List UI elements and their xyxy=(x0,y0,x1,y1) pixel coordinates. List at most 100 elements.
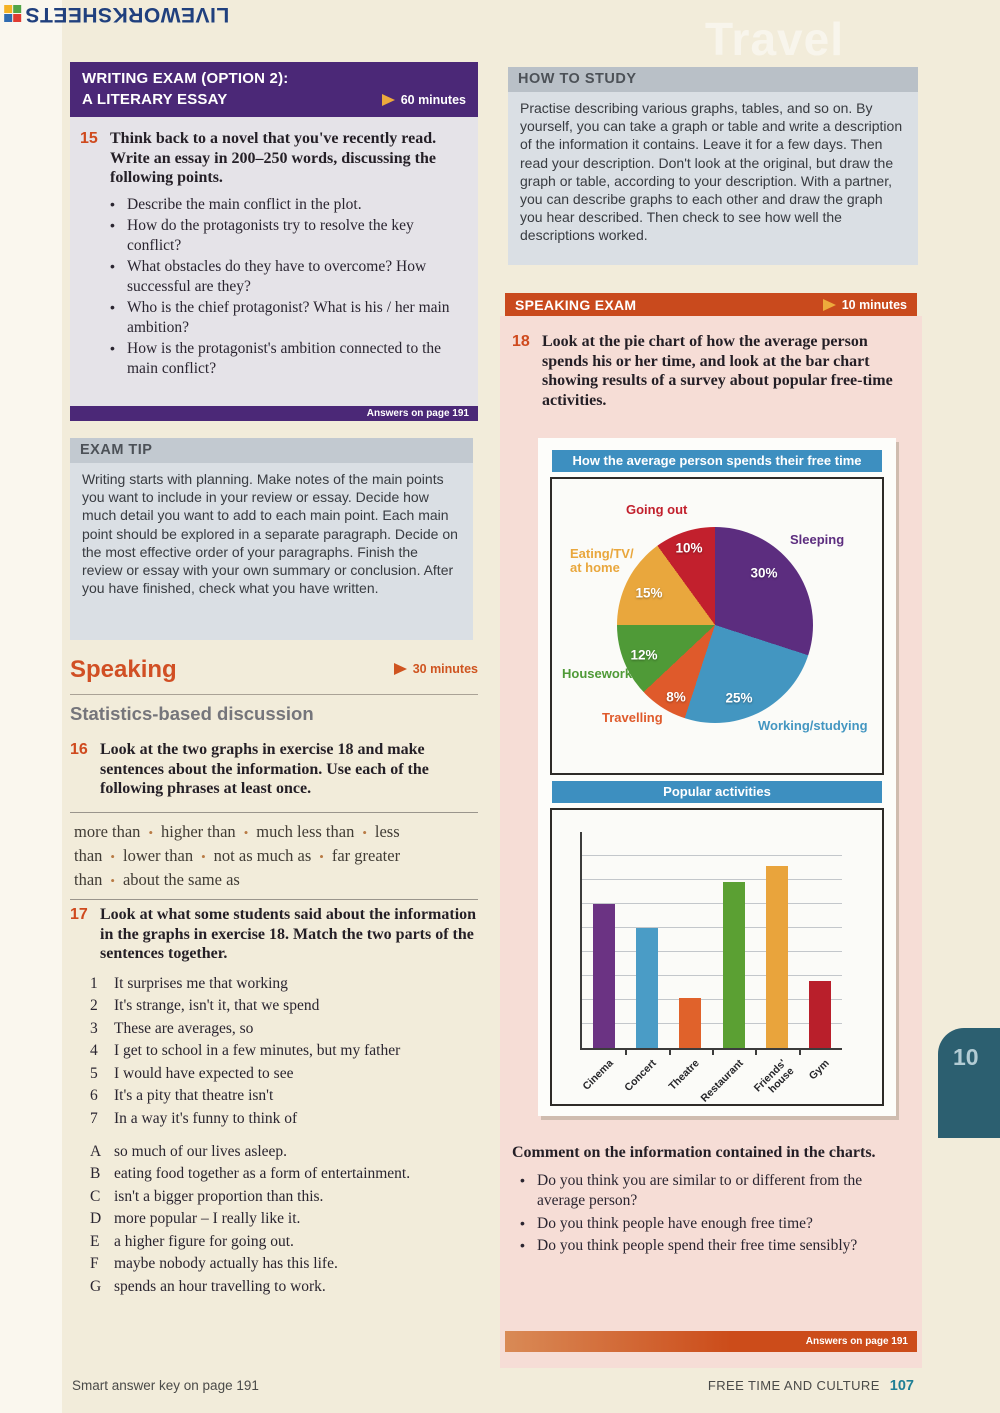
match-key: 6 xyxy=(90,1087,98,1104)
bar-chart-title: Popular activities xyxy=(552,781,882,803)
list-item: • What obstacles do they have to overcome… xyxy=(110,257,466,296)
bar-plot-area xyxy=(580,832,842,1055)
sentence-starts-list: 1 It surprises me that working 2 It's stran… xyxy=(70,974,482,1129)
match-item: 2 It's strange, isn't it, that we spend xyxy=(70,996,482,1016)
footer-answer-key-note: Smart answer key on page 191 xyxy=(72,1378,259,1393)
footer-section-title: FREE TIME AND CULTURE xyxy=(707,1378,880,1393)
ghost-unit-title: Travel xyxy=(705,13,844,65)
list-item: • How do the protagonists try to resolve … xyxy=(110,216,466,255)
match-item: 5 I would have expected to see xyxy=(70,1064,482,1084)
match-key: 2 xyxy=(90,997,98,1014)
exercise-number: 17 xyxy=(70,906,88,923)
separator-icon: • xyxy=(319,849,324,864)
gridline xyxy=(582,879,842,880)
how-to-study-title: HOW TO STUDY xyxy=(508,67,918,92)
match-text: It's strange, isn't it, that we spend xyxy=(114,997,320,1014)
match-item: 4 I get to school in a few minutes, but m… xyxy=(70,1041,482,1061)
pie-slice-value: 12% xyxy=(630,647,658,663)
duration-label: 10 minutes xyxy=(841,297,907,312)
phrase: much less than xyxy=(256,822,355,841)
duration-badge: 30 minutes xyxy=(393,662,478,676)
match-item: 6 It's a pity that theatre isn't xyxy=(70,1086,482,1106)
pie-slice-value: 15% xyxy=(635,585,663,601)
match-text: It surprises me that working xyxy=(114,974,288,992)
exercise-number: 15 xyxy=(80,130,98,147)
axis-tick xyxy=(755,1050,758,1055)
match-text: so much of our lives asleep. xyxy=(114,1142,288,1160)
match-key: 1 xyxy=(90,974,98,992)
page-number: 107 xyxy=(889,1378,914,1394)
match-text: I would have expected to see xyxy=(114,1064,294,1082)
arrow-right-icon xyxy=(381,93,395,106)
speaking-exam-title: SPEAKING EXAM xyxy=(515,296,637,313)
bullet-text: How do the protagonists try to resolve t… xyxy=(127,217,414,254)
comment-bullet-list: • Do you think you are similar to or diff… xyxy=(520,1171,914,1257)
category-label: Theatre xyxy=(666,1057,703,1093)
pie-slice-label: Eating/TV/ at home xyxy=(570,546,634,575)
speaking-subtitle: Statistics-based discussion xyxy=(70,703,314,724)
logo-square-yellow xyxy=(4,5,12,14)
speaking-section-header: Speaking 30 minutes xyxy=(70,656,478,695)
match-text: a higher figure for going out. xyxy=(114,1232,294,1250)
exercise-instruction: Look at what some students said about th… xyxy=(100,906,477,962)
separator-icon: • xyxy=(110,873,115,888)
exercise-number: 18 xyxy=(512,333,530,350)
gridline xyxy=(582,927,842,928)
category-label: Gym xyxy=(807,1057,833,1083)
match-text: In a way it's funny to think of xyxy=(114,1109,298,1127)
axis-tick xyxy=(798,1050,801,1055)
how-to-study-box: HOW TO STUDY Practise describing various… xyxy=(508,67,918,265)
gridline xyxy=(582,855,842,856)
pie-slice-value: 30% xyxy=(750,565,778,581)
writing-exam-header: WRITING EXAM (OPTION 2): A LITERARY ESSA… xyxy=(70,62,478,117)
exam-tip-box: EXAM TIP Writing starts with planning. M… xyxy=(70,438,473,640)
charts-panel: How the average person spends their free… xyxy=(538,438,896,1116)
exam-tip-title: EXAM TIP xyxy=(70,438,473,463)
match-text: isn't a bigger proportion than this. xyxy=(114,1187,324,1205)
writing-exam-title-line1: WRITING EXAM (OPTION 2): xyxy=(82,70,289,87)
pie-slice-label: Working/studying xyxy=(758,718,868,733)
bar xyxy=(636,928,658,1048)
match-text: maybe nobody actually has this life. xyxy=(114,1255,338,1272)
bullet-text: What obstacles do they have to overcome?… xyxy=(127,258,427,295)
exercise-number: 16 xyxy=(70,741,88,758)
match-key: E xyxy=(90,1232,100,1250)
phrase-list-box: more than • higher than • much less than • les… xyxy=(70,812,478,900)
list-item: • Do you think people spend their free ti… xyxy=(520,1236,914,1257)
bullet-icon: • xyxy=(110,195,115,212)
pie-slice-label: Sleeping xyxy=(790,532,845,547)
liveworksheets-logo-icon xyxy=(4,5,21,23)
bullet-icon: • xyxy=(110,299,115,315)
category-label: Concert xyxy=(622,1057,659,1094)
exercise-instruction: Look at the pie chart of how the average… xyxy=(542,333,893,409)
bullet-icon: • xyxy=(520,1171,525,1188)
speaking-exam-banner: SPEAKING EXAM 10 minutes xyxy=(505,293,917,316)
bullet-icon: • xyxy=(520,1214,525,1231)
phrase: less than xyxy=(74,822,400,865)
footer-section: FREE TIME AND CULTURE 107 xyxy=(690,1378,914,1394)
bullet-text: Describe the main conflict in the plot. xyxy=(127,195,362,213)
exercise-16-block: 16 Look at the two graphs in exercise 18… xyxy=(70,740,482,799)
match-key: A xyxy=(90,1142,102,1160)
bullet-text: How is the protagonist's ambition connec… xyxy=(127,340,442,377)
category-label: Cinema xyxy=(580,1057,616,1093)
list-item: • Who is the chief protagonist? What is h… xyxy=(110,298,466,337)
separator-icon: • xyxy=(201,849,206,864)
duration-label: 30 minutes xyxy=(412,662,478,676)
logo-square-blue xyxy=(4,14,12,23)
duration-label: 60 minutes xyxy=(400,92,466,107)
exercise-instruction: Look at the two graphs in exercise 18 an… xyxy=(100,741,429,797)
bullet-icon: • xyxy=(110,217,115,233)
list-item: • Do you think you are similar to or diff… xyxy=(520,1171,914,1212)
bar xyxy=(679,997,702,1048)
logo-square-red xyxy=(13,14,21,23)
phrase: higher than xyxy=(161,822,236,841)
match-key: F xyxy=(90,1255,99,1272)
exercise-15-bullet-list: • Describe the main conflict in the plot.… xyxy=(110,195,466,379)
exam-tip-body: Writing starts with planning. Make notes… xyxy=(82,471,458,597)
exercise-18-block: 18 Look at the pie chart of how the aver… xyxy=(512,332,914,410)
